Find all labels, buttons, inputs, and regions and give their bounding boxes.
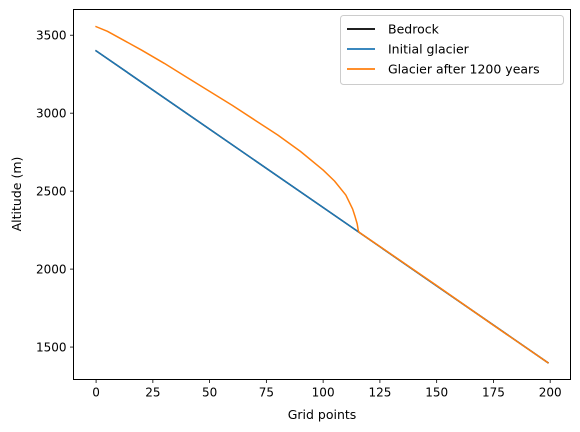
x-tick-label: 75 <box>259 386 274 400</box>
x-tick-label: 100 <box>312 386 335 400</box>
series-line-2 <box>95 25 549 364</box>
y-tick-label: 2000 <box>36 263 67 277</box>
y-axis-label: Altitude (m) <box>9 157 24 232</box>
x-axis-label: Grid points <box>288 407 357 422</box>
legend-label-0: Bedrock <box>388 22 440 37</box>
plot-lines <box>95 25 549 364</box>
legend-label-2: Glacier after 1200 years <box>388 62 540 77</box>
y-tick-label: 1500 <box>36 341 67 355</box>
legend: Bedrock Initial glacier Glacier after 1200… <box>340 15 564 85</box>
y-tick-label: 3500 <box>36 29 67 43</box>
x-tick-label: 125 <box>368 386 391 400</box>
x-tick-label: 150 <box>425 386 448 400</box>
x-tick-label: 0 <box>92 386 100 400</box>
x-tick-label: 175 <box>482 386 505 400</box>
x-tick-label: 25 <box>145 386 160 400</box>
y-tick-label: 2500 <box>36 185 67 199</box>
legend-box <box>340 15 564 85</box>
legend-label-1: Initial glacier <box>388 42 470 57</box>
x-tick-label: 200 <box>539 386 562 400</box>
y-tick-label: 3000 <box>36 107 67 121</box>
plot-frame <box>73 9 571 380</box>
x-axis-ticks: 0 25 50 75 100 125 150 175 200 <box>92 379 562 400</box>
y-axis-ticks: 1500 2000 2500 3000 3500 <box>36 29 74 355</box>
x-tick-label: 50 <box>202 386 217 400</box>
